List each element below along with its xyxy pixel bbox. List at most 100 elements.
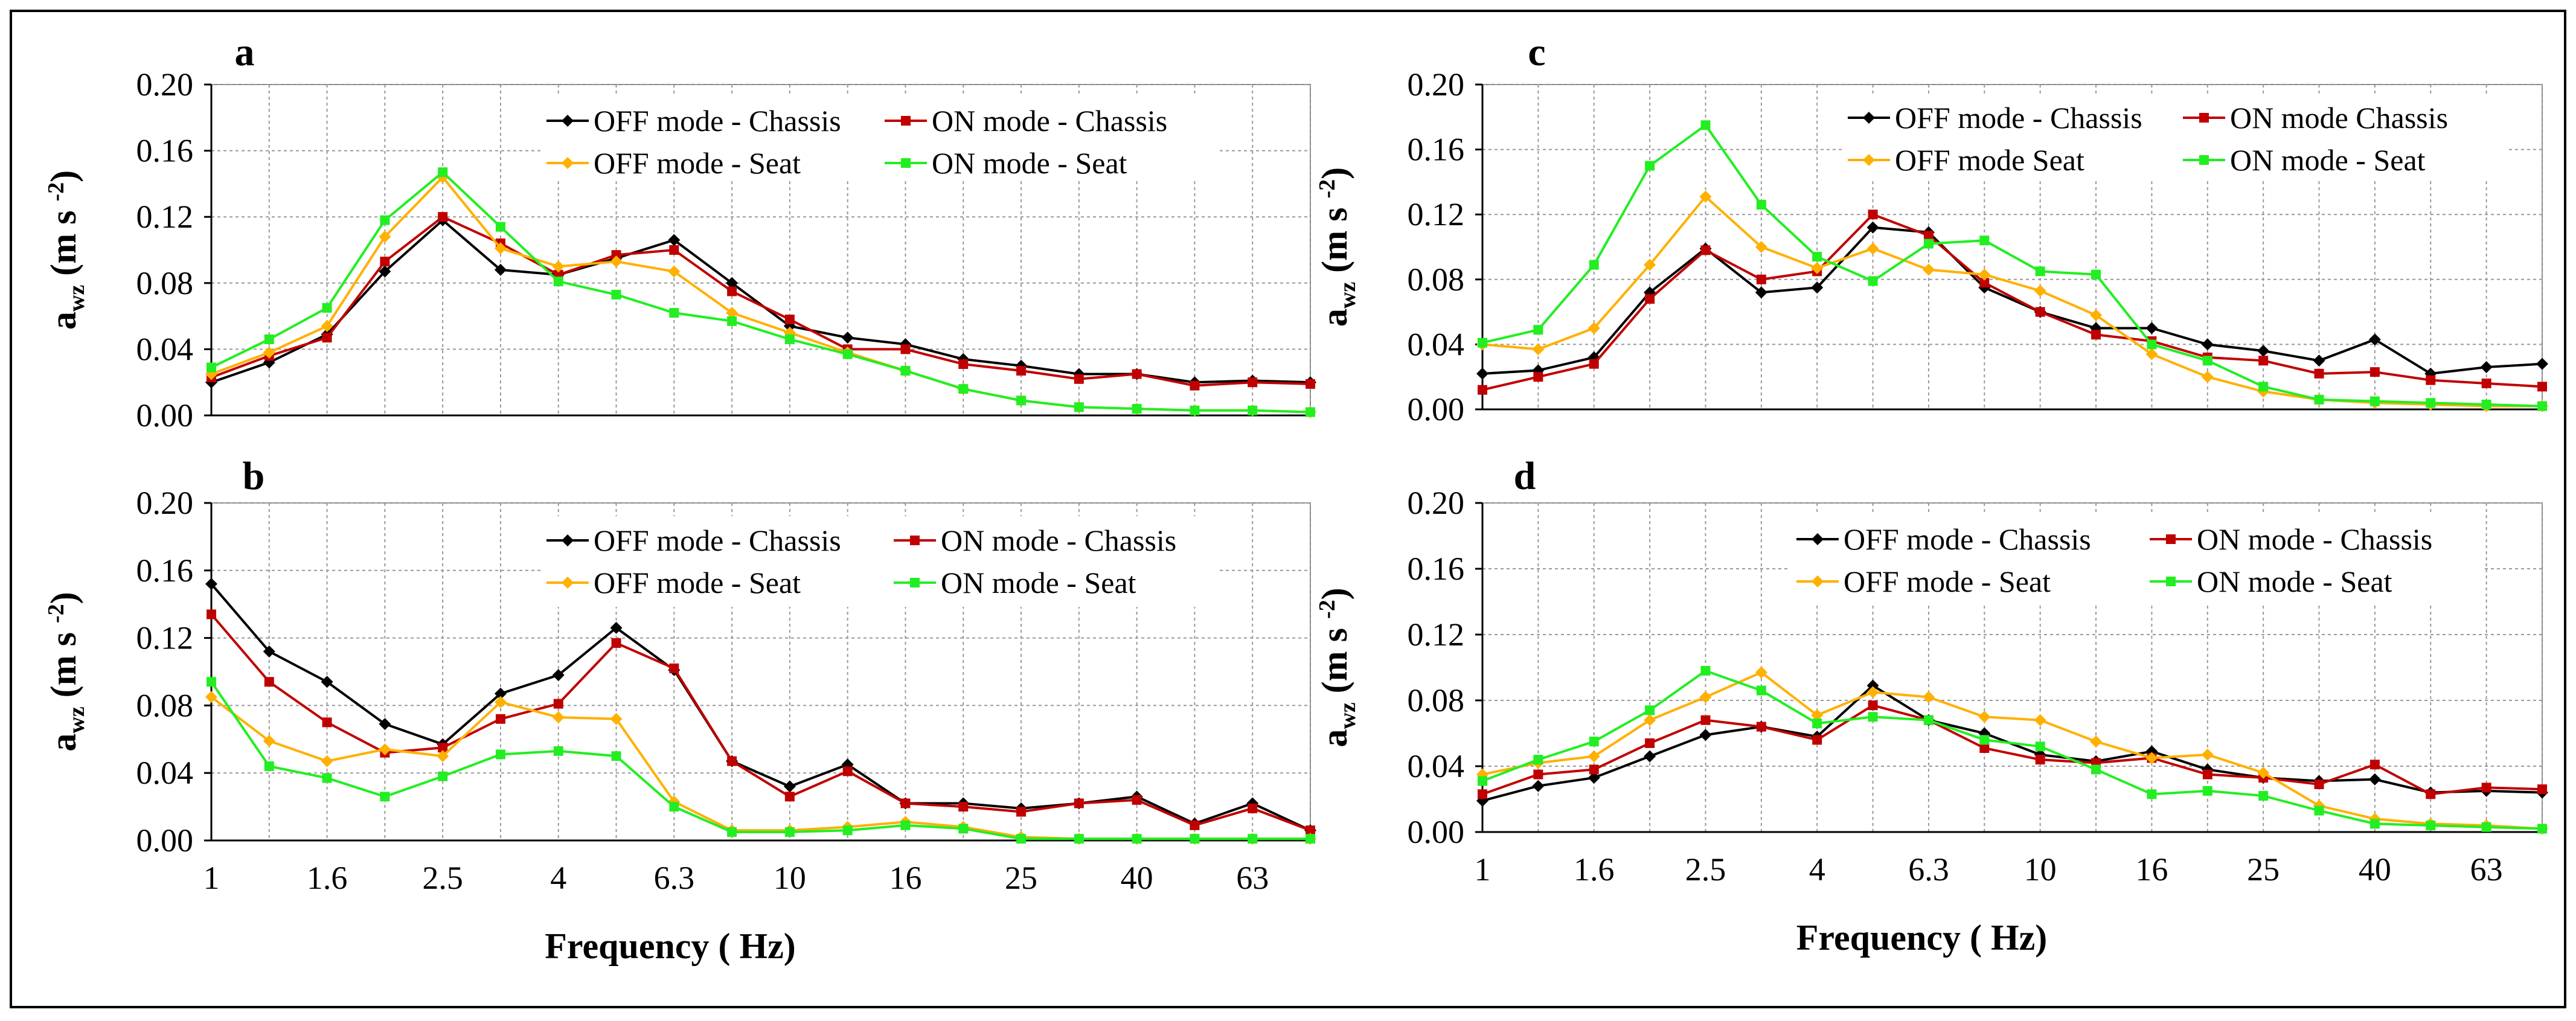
data-point-c-off_seat — [2145, 348, 2158, 360]
data-point-c-on_seat — [1645, 161, 1655, 171]
y-tick-label-a: 0.08 — [136, 265, 194, 301]
data-point-b-off_chassis — [552, 669, 565, 682]
data-point-d-on_seat — [1478, 776, 1487, 786]
data-point-a-off_seat — [379, 231, 391, 243]
data-point-b-off_seat — [321, 755, 333, 767]
data-point-a-on_seat — [495, 222, 505, 232]
data-point-c-off_chassis — [2536, 357, 2548, 370]
data-point-b-on_seat — [784, 827, 795, 837]
data-point-b-on_seat — [727, 827, 737, 837]
data-point-d-on_seat — [2537, 824, 2547, 834]
data-point-c-on_seat — [2369, 396, 2380, 406]
y-axis-title-b: awz (m s -2) — [43, 592, 89, 751]
series-line-a-on_seat — [211, 170, 1311, 414]
data-point-d-on_seat — [2091, 764, 2101, 775]
data-point-c-off_chassis — [2145, 322, 2158, 334]
data-point-a-on_seat — [553, 277, 563, 287]
data-point-a-on_seat — [1190, 405, 1200, 415]
data-point-b-on_chassis — [264, 677, 274, 687]
data-point-c-on_chassis — [1645, 294, 1655, 304]
data-point-a-on_seat — [438, 167, 448, 178]
data-point-c-off_seat — [2090, 309, 2103, 321]
legend-label-b-on_chassis: ON mode - Chassis — [941, 523, 1176, 557]
data-point-d-on_chassis — [2314, 779, 2324, 789]
data-point-d-off_chassis — [1866, 679, 1879, 692]
data-point-b-on_seat — [207, 677, 216, 687]
panel-c: 0.00 0.04 0.08 0.12 0.16 0.20 awz (m s -2) c OFF… — [1315, 30, 2548, 427]
data-point-d-off_chassis — [1588, 772, 1600, 784]
data-point-d-on_seat — [1923, 715, 1934, 725]
legend-marker-b-on_chassis — [910, 536, 920, 545]
data-point-c-off_chassis — [2201, 338, 2214, 351]
data-point-d-on_seat — [1533, 755, 1543, 765]
x-tick-label-d: 4 — [1809, 851, 1825, 888]
data-point-a-on_chassis — [727, 286, 737, 296]
data-point-d-on_seat — [2481, 822, 2491, 832]
data-point-a-on_chassis — [1074, 374, 1084, 384]
data-point-c-on_chassis — [1979, 278, 1990, 288]
y-tick-label-c: 0.20 — [1408, 66, 1465, 103]
x-tick-label-b: 25 — [1005, 860, 1037, 896]
data-point-d-off_chassis — [1532, 779, 1545, 792]
data-point-d-on_chassis — [1868, 700, 1878, 711]
y-tick-label-d: 0.04 — [1408, 748, 1465, 784]
panel-letter-c: c — [1528, 30, 1545, 74]
data-point-d-on_seat — [2258, 791, 2269, 801]
data-point-b-on_chassis — [900, 798, 911, 808]
data-point-b-on_chassis — [784, 792, 795, 802]
x-tick-label-d: 1.6 — [1574, 851, 1615, 888]
y-axis-title-d: awz (m s -2) — [1315, 587, 1360, 747]
panel-letter-d: d — [1514, 454, 1536, 498]
data-point-d-on_seat — [1700, 665, 1711, 676]
data-point-c-on_chassis — [2314, 368, 2324, 379]
data-point-d-off_seat — [1644, 714, 1656, 726]
data-point-c-off_seat — [1922, 263, 1935, 276]
data-point-c-on_chassis — [1533, 372, 1543, 382]
y-tick-label-c: 0.16 — [1408, 132, 1465, 168]
data-point-a-off_chassis — [379, 265, 391, 278]
data-point-d-off_seat — [2201, 748, 2214, 761]
data-point-a-off_chassis — [841, 331, 854, 344]
data-point-a-on_chassis — [1248, 377, 1258, 388]
data-point-a-on_seat — [207, 362, 216, 373]
legend-marker-b-off_chassis — [562, 534, 574, 546]
data-point-a-on_seat — [1074, 402, 1084, 412]
x-tick-label-b: 6.3 — [654, 860, 695, 896]
data-point-b-on_chassis — [842, 766, 853, 776]
y-tick-label-c: 0.12 — [1408, 196, 1465, 232]
y-tick-label-b: 0.20 — [136, 485, 194, 521]
y-tick-label-b: 0.08 — [136, 687, 194, 723]
legend-marker-d-on_seat — [2166, 577, 2176, 586]
legend-marker-d-on_chassis — [2166, 534, 2176, 544]
data-point-c-off_seat — [2034, 284, 2046, 297]
data-point-b-on_chassis — [611, 638, 621, 648]
x-tick-label-b: 16 — [889, 860, 921, 896]
data-point-d-on_chassis — [2369, 760, 2380, 770]
data-point-d-off_seat — [1978, 711, 1991, 723]
series-line-d-on_seat — [1482, 669, 2543, 830]
series-line-d-on_chassis — [1482, 704, 2543, 796]
data-point-b-on_seat — [842, 825, 853, 836]
y-tick-label-a: 0.12 — [136, 199, 194, 235]
data-point-b-off_seat — [610, 712, 623, 725]
y-tick-label-d: 0.16 — [1408, 551, 1465, 587]
legend-marker-a-off_seat — [562, 157, 574, 169]
data-point-b-off_seat — [552, 711, 565, 723]
data-point-b-on_seat — [438, 771, 448, 781]
series-b-on_seat — [207, 677, 1315, 844]
data-point-a-on_seat — [264, 334, 274, 344]
legend-marker-c-on_chassis — [2199, 113, 2209, 123]
data-point-a-on_chassis — [611, 250, 621, 260]
data-point-c-off_seat — [2201, 371, 2214, 383]
x-tick-label-b: 1 — [203, 860, 220, 896]
x-tick-label-d: 25 — [2247, 851, 2280, 888]
data-point-d-off_seat — [1866, 686, 1879, 699]
y-tick-label-b: 0.00 — [136, 822, 194, 859]
data-point-c-on_chassis — [2369, 367, 2380, 377]
y-tick-label-a: 0.00 — [136, 397, 194, 434]
data-point-c-on_seat — [2202, 356, 2212, 366]
legend-label-a-off_chassis: OFF mode - Chassis — [594, 104, 841, 138]
legend-marker-c-on_seat — [2199, 155, 2209, 165]
data-point-d-on_seat — [1756, 685, 1766, 696]
data-point-c-on_seat — [2091, 269, 2101, 280]
